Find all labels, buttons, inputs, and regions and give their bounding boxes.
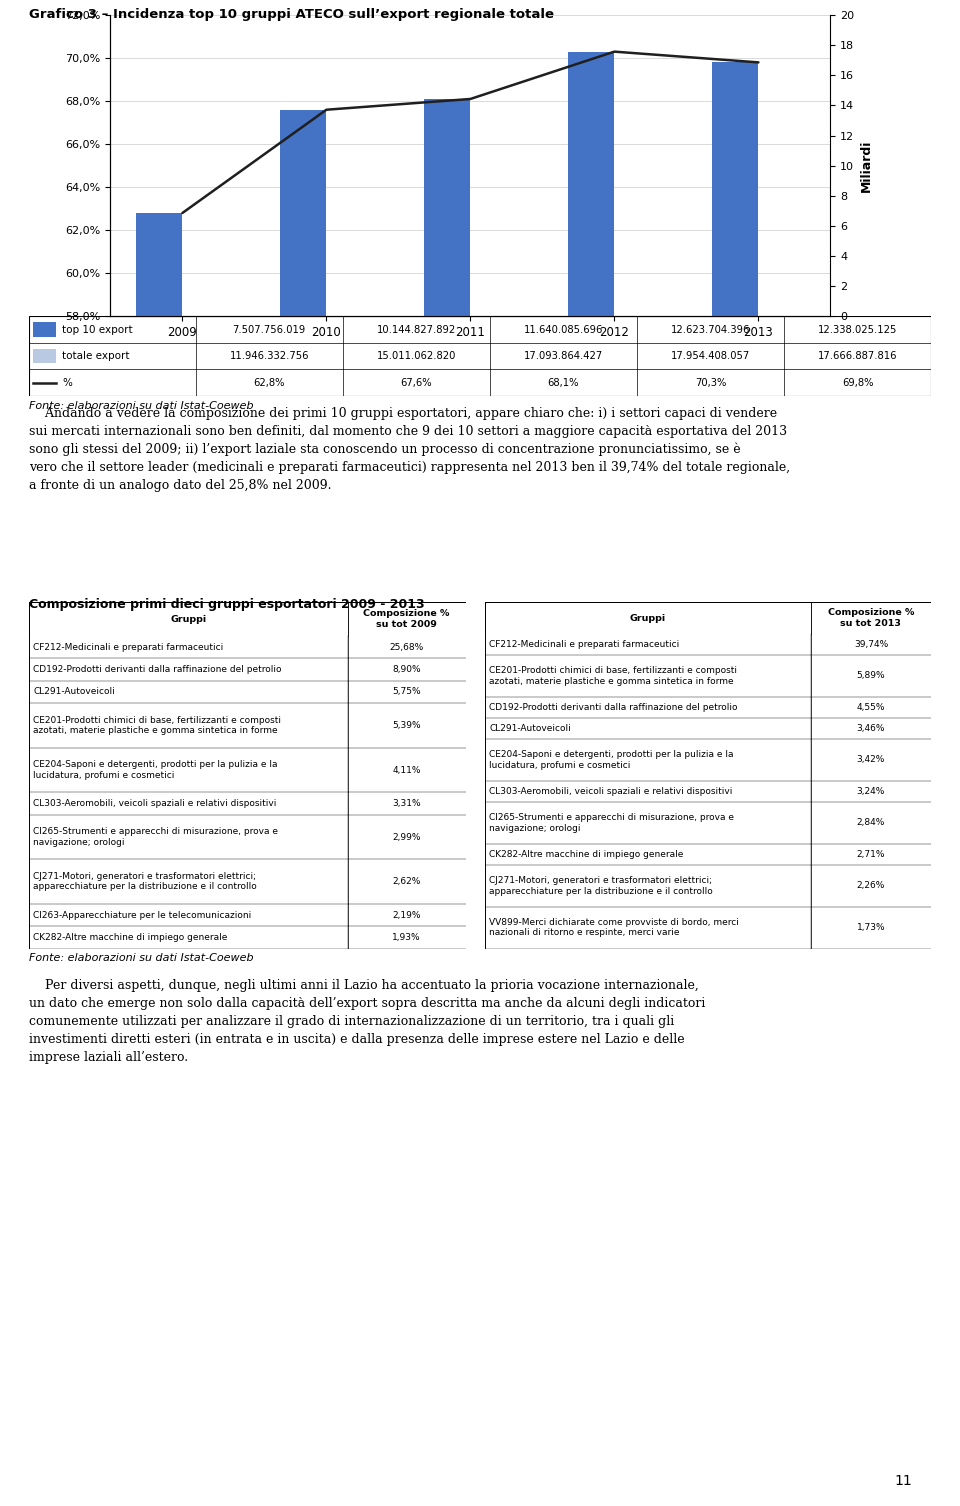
Text: top 10 export: top 10 export — [62, 325, 132, 334]
Text: 3,46%: 3,46% — [856, 724, 885, 733]
Bar — [29, 815, 466, 860]
Text: 12.623.704.396: 12.623.704.396 — [671, 325, 751, 334]
Bar — [485, 843, 931, 864]
Text: CL291-Autoveicoli: CL291-Autoveicoli — [490, 724, 571, 733]
Text: 5,75%: 5,75% — [393, 687, 420, 696]
Bar — [136, 212, 182, 316]
Text: Andando a vedere la composizione dei primi 10 gruppi esportatori, appare chiaro : Andando a vedere la composizione dei pri… — [29, 407, 790, 492]
Text: 17.666.887.816: 17.666.887.816 — [818, 351, 898, 361]
Bar — [485, 718, 931, 739]
Text: CI263-Apparecchiature per le telecomunicazioni: CI263-Apparecchiature per le telecomunic… — [34, 911, 252, 920]
Text: Per diversi aspetti, dunque, negli ultimi anni il Lazio ha accentuato la prioria: Per diversi aspetti, dunque, negli ultim… — [29, 979, 706, 1063]
Text: %: % — [62, 378, 72, 387]
Text: 7.507.756.019: 7.507.756.019 — [232, 325, 306, 334]
Text: Fonte: elaborazioni su dati Istat-Coeweb: Fonte: elaborazioni su dati Istat-Coeweb — [29, 953, 253, 964]
Text: 11.640.085.696: 11.640.085.696 — [524, 325, 603, 334]
Text: Fonte: elaborazioni su dati Istat-Coeweb: Fonte: elaborazioni su dati Istat-Coeweb — [29, 401, 253, 411]
Text: CK282-Altre macchine di impiego generale: CK282-Altre macchine di impiego generale — [490, 849, 684, 858]
Text: CL303-Aeromobili, veicoli spaziali e relativi dispositivi: CL303-Aeromobili, veicoli spaziali e rel… — [490, 786, 732, 795]
Text: 2,71%: 2,71% — [856, 849, 885, 858]
Text: Composizione %
su tot 2009: Composizione % su tot 2009 — [364, 610, 450, 630]
Text: CD192-Prodotti derivanti dalla raffinazione del petrolio: CD192-Prodotti derivanti dalla raffinazi… — [34, 666, 281, 675]
Bar — [29, 860, 466, 904]
Text: CJ271-Motori, generatori e trasformatori elettrici;
apparecchiature per la distr: CJ271-Motori, generatori e trasformatori… — [34, 872, 257, 892]
Text: CF212-Medicinali e preparati farmaceutici: CF212-Medicinali e preparati farmaceutic… — [490, 640, 680, 649]
Text: 3,31%: 3,31% — [393, 800, 420, 809]
Bar — [568, 51, 614, 316]
Text: 12.338.025.125: 12.338.025.125 — [818, 325, 898, 334]
Text: totale export: totale export — [62, 351, 130, 361]
Bar — [485, 634, 931, 655]
Bar — [29, 658, 466, 681]
Text: 5,89%: 5,89% — [856, 672, 885, 681]
Text: 25,68%: 25,68% — [390, 643, 423, 652]
Text: 10.144.827.892: 10.144.827.892 — [376, 325, 456, 334]
Bar — [485, 655, 931, 697]
Text: 2,19%: 2,19% — [393, 911, 420, 920]
Bar — [485, 739, 931, 780]
Text: 1,93%: 1,93% — [393, 934, 420, 943]
Text: CE201-Prodotti chimici di base, fertilizzanti e composti
azotati, materie plasti: CE201-Prodotti chimici di base, fertiliz… — [490, 666, 737, 685]
Bar — [485, 864, 931, 907]
Text: 11.946.332.756: 11.946.332.756 — [229, 351, 309, 361]
Text: 2,26%: 2,26% — [856, 881, 885, 890]
Text: 2,84%: 2,84% — [856, 818, 885, 827]
Text: 5,39%: 5,39% — [393, 721, 420, 730]
Text: 11: 11 — [895, 1474, 912, 1488]
Bar — [485, 780, 931, 801]
Text: Gruppi: Gruppi — [170, 614, 206, 623]
Text: Composizione %
su tot 2013: Composizione % su tot 2013 — [828, 608, 914, 628]
Bar — [29, 747, 466, 792]
Text: 70,3%: 70,3% — [695, 378, 727, 387]
Bar — [29, 703, 466, 747]
Text: 2,99%: 2,99% — [393, 833, 420, 842]
Bar — [485, 907, 931, 949]
Bar — [29, 926, 466, 949]
Text: CJ271-Motori, generatori e trasformatori elettrici;
apparecchiature per la distr: CJ271-Motori, generatori e trasformatori… — [490, 876, 713, 896]
Text: 2,62%: 2,62% — [393, 876, 420, 886]
Text: 4,11%: 4,11% — [393, 765, 420, 774]
Text: Grafico 3 – Incidenza top 10 gruppi ATECO sull’export regionale totale: Grafico 3 – Incidenza top 10 gruppi ATEC… — [29, 9, 554, 21]
Y-axis label: Miliardi: Miliardi — [860, 140, 873, 191]
Text: Gruppi: Gruppi — [630, 613, 666, 622]
Bar — [485, 602, 931, 634]
Text: VV899-Merci dichiarate come provviste di bordo, merci
nazionali di ritorno e res: VV899-Merci dichiarate come provviste di… — [490, 919, 739, 938]
Text: CD192-Prodotti derivanti dalla raffinazione del petrolio: CD192-Prodotti derivanti dalla raffinazi… — [490, 703, 738, 712]
Text: 15.011.062.820: 15.011.062.820 — [376, 351, 456, 361]
Bar — [34, 322, 56, 337]
Bar — [485, 697, 931, 718]
Text: CF212-Medicinali e preparati farmaceutici: CF212-Medicinali e preparati farmaceutic… — [34, 643, 224, 652]
Bar — [712, 62, 758, 316]
Text: CL291-Autoveicoli: CL291-Autoveicoli — [34, 687, 115, 696]
Bar — [29, 636, 466, 658]
Text: 3,42%: 3,42% — [856, 756, 885, 765]
Bar — [485, 801, 931, 843]
Bar — [34, 349, 56, 363]
Text: 62,8%: 62,8% — [253, 378, 285, 387]
Text: CL303-Aeromobili, veicoli spaziali e relativi dispositivi: CL303-Aeromobili, veicoli spaziali e rel… — [34, 800, 276, 809]
Text: CE201-Prodotti chimici di base, fertilizzanti e composti
azotati, materie plasti: CE201-Prodotti chimici di base, fertiliz… — [34, 715, 281, 735]
Text: 17.093.864.427: 17.093.864.427 — [524, 351, 603, 361]
Text: 69,8%: 69,8% — [842, 378, 874, 387]
Text: 4,55%: 4,55% — [856, 703, 885, 712]
Text: 1,73%: 1,73% — [856, 923, 885, 932]
Text: CI265-Strumenti e apparecchi di misurazione, prova e
navigazione; orologi: CI265-Strumenti e apparecchi di misurazi… — [34, 827, 278, 846]
Text: CE204-Saponi e detergenti, prodotti per la pulizia e la
lucidatura, profumi e co: CE204-Saponi e detergenti, prodotti per … — [34, 761, 277, 780]
Text: CI265-Strumenti e apparecchi di misurazione, prova e
navigazione; orologi: CI265-Strumenti e apparecchi di misurazi… — [490, 813, 734, 833]
Text: Composizione primi dieci gruppi esportatori 2009 - 2013: Composizione primi dieci gruppi esportat… — [29, 598, 424, 611]
Text: CK282-Altre macchine di impiego generale: CK282-Altre macchine di impiego generale — [34, 934, 228, 943]
Bar — [29, 792, 466, 815]
Text: 39,74%: 39,74% — [853, 640, 888, 649]
Bar — [29, 681, 466, 703]
Bar — [424, 99, 470, 316]
Text: CE204-Saponi e detergenti, prodotti per la pulizia e la
lucidatura, profumi e co: CE204-Saponi e detergenti, prodotti per … — [490, 750, 733, 770]
Text: 67,6%: 67,6% — [400, 378, 432, 387]
Bar — [29, 904, 466, 926]
Text: 8,90%: 8,90% — [393, 666, 420, 675]
Bar — [29, 602, 466, 636]
Text: 3,24%: 3,24% — [856, 786, 885, 795]
Text: 68,1%: 68,1% — [548, 378, 579, 387]
Bar — [280, 110, 326, 316]
Text: 17.954.408.057: 17.954.408.057 — [671, 351, 750, 361]
